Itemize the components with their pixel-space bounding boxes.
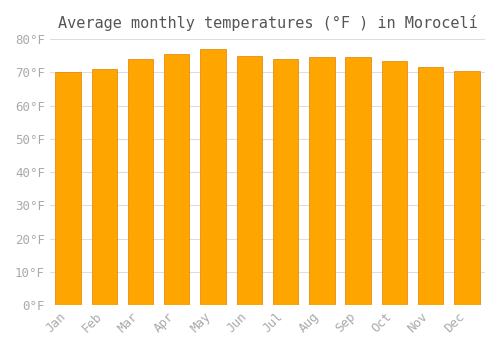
Bar xyxy=(92,69,117,305)
Bar xyxy=(56,72,80,305)
Bar xyxy=(273,59,298,305)
Bar xyxy=(309,57,334,305)
Bar xyxy=(200,49,226,305)
Bar xyxy=(128,59,153,305)
Bar xyxy=(236,56,262,305)
Bar xyxy=(454,71,479,305)
Bar xyxy=(346,57,371,305)
Bar xyxy=(164,54,190,305)
Title: Average monthly temperatures (°F ) in Morocelí: Average monthly temperatures (°F ) in Mo… xyxy=(58,15,478,31)
Bar xyxy=(382,61,407,305)
Bar xyxy=(418,67,444,305)
